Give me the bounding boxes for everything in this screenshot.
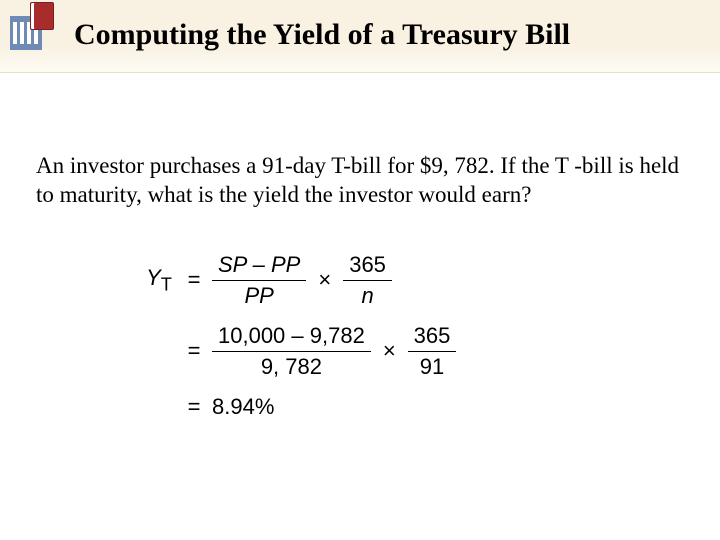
formula-row-2: = 10,000 – 9,782 9, 782 × 365 91 bbox=[120, 323, 720, 380]
fraction: 10,000 – 9,782 9, 782 bbox=[212, 323, 371, 380]
formula-row-1: YT = SP – PP PP × 365 n bbox=[120, 252, 720, 309]
logo-icon bbox=[8, 2, 56, 50]
equals-sign: = bbox=[182, 267, 206, 293]
fraction: SP – PP PP bbox=[212, 252, 306, 309]
fraction: 365 91 bbox=[408, 323, 457, 380]
fraction: 365 n bbox=[343, 252, 392, 309]
equals-sign: = bbox=[182, 394, 206, 420]
formula-row-3: = 8.94% bbox=[120, 394, 720, 420]
slide-title: Computing the Yield of a Treasury Bill bbox=[74, 18, 570, 52]
formula-lhs: YT bbox=[120, 265, 182, 295]
slide-header: Computing the Yield of a Treasury Bill bbox=[0, 0, 720, 73]
formula-block: YT = SP – PP PP × 365 n = 10,000 – 9,782… bbox=[120, 252, 720, 420]
times-sign: × bbox=[318, 267, 331, 293]
equals-sign: = bbox=[182, 338, 206, 364]
formula-result: 8.94% bbox=[212, 394, 274, 420]
problem-statement: An investor purchases a 91-day T-bill fo… bbox=[36, 151, 684, 210]
times-sign: × bbox=[383, 338, 396, 364]
